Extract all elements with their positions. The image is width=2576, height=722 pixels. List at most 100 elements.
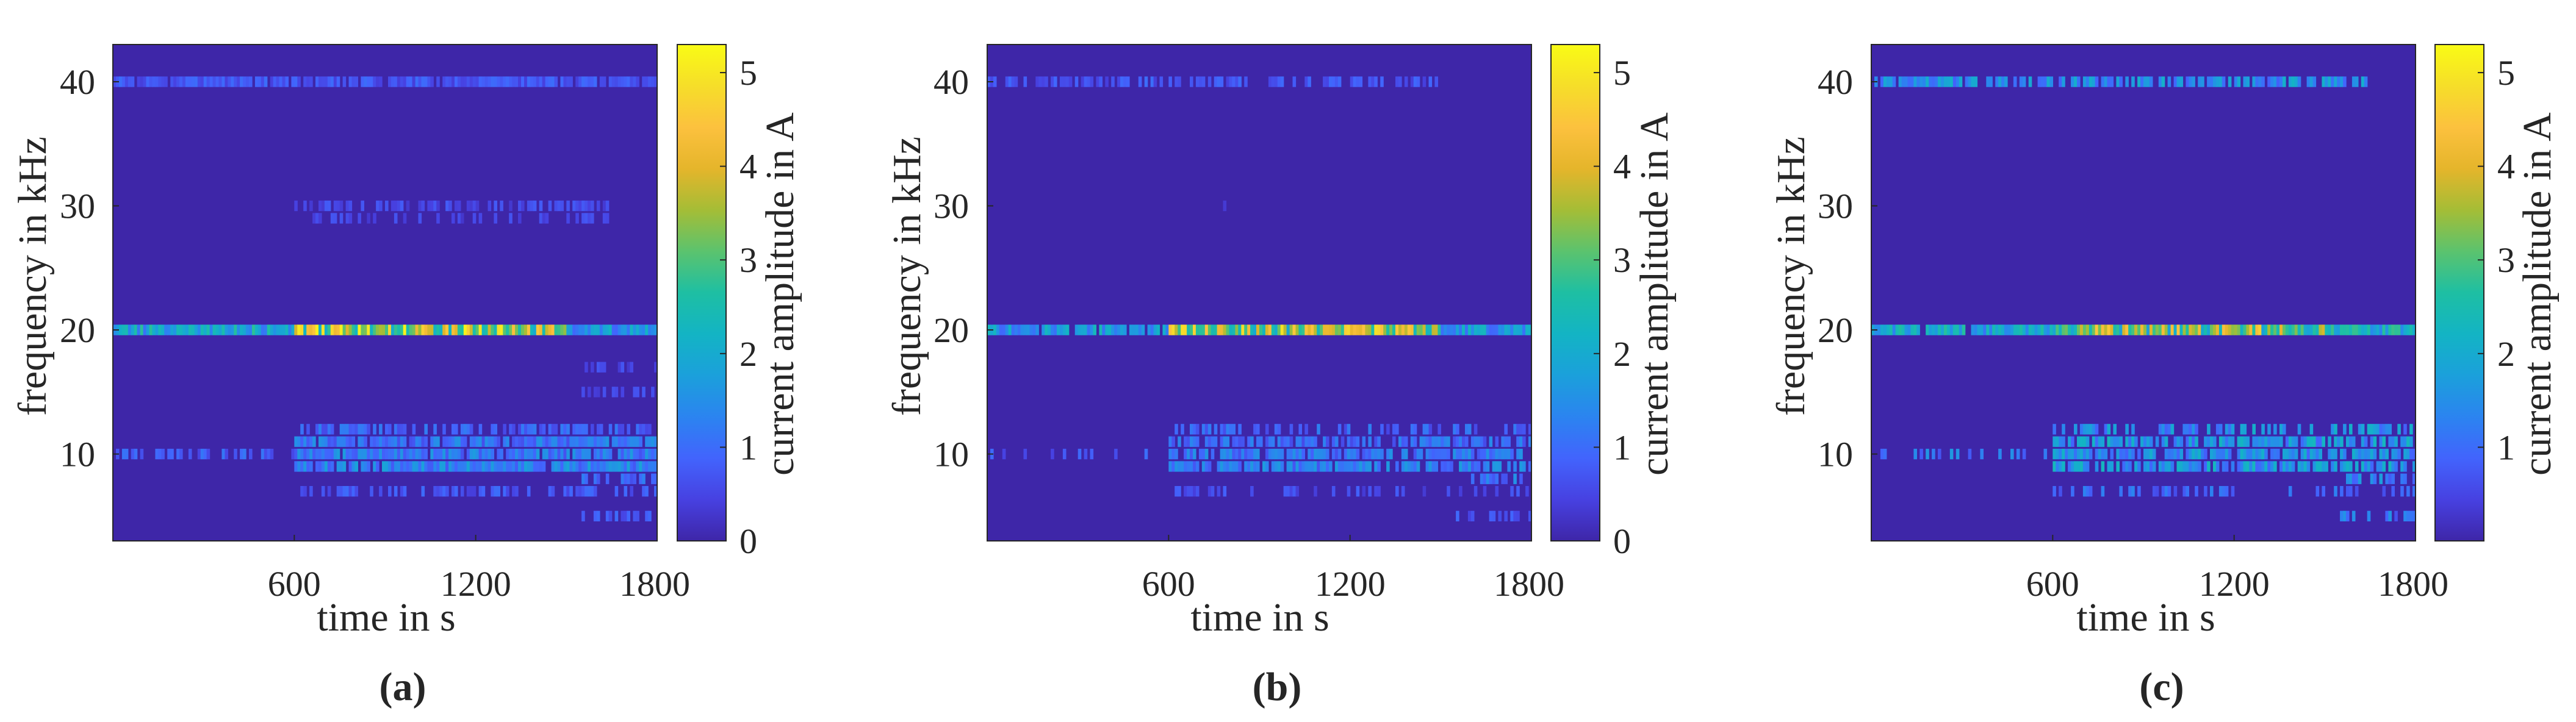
- heatmap-cell: [1516, 436, 1520, 447]
- heatmap-cell: [654, 436, 658, 447]
- heatmap-cell: [591, 486, 594, 497]
- heatmap-cell: [400, 436, 404, 447]
- plot-frame: [112, 44, 658, 542]
- heatmap-cell: [367, 424, 370, 435]
- heatmap-cell: [1374, 448, 1378, 460]
- heatmap-cell: [621, 387, 625, 398]
- heatmap-cell: [1026, 324, 1030, 335]
- heatmap-cell: [364, 448, 367, 460]
- heatmap-cell: [203, 76, 207, 87]
- heatmap-cell: [2110, 436, 2114, 447]
- heatmap-cell: [330, 436, 334, 447]
- heatmap-cell: [533, 76, 537, 87]
- heatmap-cell: [2343, 76, 2347, 87]
- heatmap-cell: [497, 486, 500, 497]
- heatmap-cell: [173, 324, 177, 335]
- heatmap-cell: [2152, 461, 2156, 472]
- x-tick-label: 1200: [1315, 564, 1386, 604]
- heatmap-cell: [264, 324, 268, 335]
- heatmap-cell: [452, 424, 455, 435]
- heatmap-cell: [524, 461, 528, 472]
- heatmap-cell: [421, 436, 425, 447]
- heatmap-cell: [1883, 324, 1887, 335]
- heatmap-cell: [581, 510, 585, 521]
- heatmap-cell: [2306, 436, 2311, 447]
- heatmap-cell: [614, 76, 619, 87]
- heatmap-cell: [2273, 76, 2277, 87]
- heatmap-cell: [2288, 461, 2292, 472]
- heatmap-cell: [2258, 448, 2262, 460]
- heatmap-cell: [651, 473, 655, 484]
- heatmap-cell: [2004, 76, 2008, 87]
- heatmap-cell: [2403, 510, 2407, 521]
- heatmap-cell: [1501, 448, 1505, 460]
- heatmap-cell: [388, 461, 392, 472]
- heatmap-cell: [2173, 76, 2178, 87]
- heatmap-cell: [1059, 324, 1063, 335]
- heatmap-cell: [400, 461, 404, 472]
- heatmap-cell: [1265, 424, 1269, 435]
- heatmap-cell: [215, 76, 220, 87]
- heatmap-cell: [403, 76, 407, 87]
- heatmap-cell: [2025, 324, 2029, 335]
- heatmap-cell: [1181, 324, 1184, 335]
- heatmap-cell: [602, 436, 606, 447]
- heatmap-cell: [639, 324, 642, 335]
- heatmap-cell: [376, 448, 380, 460]
- heatmap-cell: [2161, 461, 2165, 472]
- heatmap-cell: [2116, 324, 2120, 335]
- heatmap-cell: [2056, 436, 2059, 447]
- heatmap-cell: [521, 200, 525, 212]
- heatmap-cell: [2337, 324, 2340, 335]
- heatmap-cell: [1162, 324, 1166, 335]
- heatmap-cell: [551, 486, 555, 497]
- heatmap-cell: [2164, 461, 2168, 472]
- heatmap-cell: [1946, 76, 1951, 87]
- heatmap-cell: [1308, 448, 1311, 460]
- heatmap-cell: [475, 324, 480, 335]
- panel-caption: (c): [2139, 665, 2184, 709]
- heatmap-cell: [2291, 461, 2295, 472]
- heatmap-cell: [1168, 461, 1172, 472]
- heatmap-cell: [545, 76, 549, 87]
- heatmap-cell: [1138, 76, 1142, 87]
- heatmap-cell: [442, 448, 446, 460]
- heatmap-cell: [306, 448, 310, 460]
- heatmap-cell: [2394, 448, 2398, 460]
- heatmap-cell: [2355, 76, 2359, 87]
- heatmap-cell: [1268, 436, 1272, 447]
- heatmap-cell: [1434, 76, 1438, 87]
- heatmap-cell: [575, 424, 579, 435]
- heatmap-cell: [309, 76, 313, 87]
- heatmap-cell: [303, 486, 307, 497]
- heatmap-cell: [2134, 324, 2138, 335]
- heatmap-cell: [1340, 324, 1345, 335]
- heatmap-cell: [206, 324, 210, 335]
- heatmap-cell: [2161, 486, 2165, 497]
- heatmap-cell: [390, 436, 395, 447]
- heatmap-cell: [406, 461, 410, 472]
- heatmap-cell: [173, 76, 177, 87]
- heatmap-cell: [1326, 461, 1329, 472]
- heatmap-cell: [1395, 486, 1399, 497]
- heatmap-cell: [533, 461, 537, 472]
- heatmap-cell: [270, 324, 274, 335]
- heatmap-cell: [1304, 424, 1308, 435]
- heatmap-cell: [1181, 461, 1184, 472]
- heatmap-cell: [143, 324, 147, 335]
- heatmap-cell: [578, 424, 582, 435]
- heatmap-cell: [1271, 436, 1275, 447]
- heatmap-cell: [1465, 448, 1469, 460]
- heatmap-cell: [1883, 76, 1887, 87]
- heatmap-cell: [1295, 448, 1300, 460]
- heatmap-cell: [506, 461, 509, 472]
- heatmap-cell: [424, 324, 428, 335]
- heatmap-cell: [225, 324, 228, 335]
- heatmap-cell: [1489, 324, 1493, 335]
- heatmap-cell: [2285, 324, 2289, 335]
- heatmap-cell: [358, 213, 361, 224]
- heatmap-cell: [324, 76, 328, 87]
- heatmap-cell: [2388, 510, 2392, 521]
- heatmap-cell: [481, 324, 486, 335]
- heatmap-cell: [2077, 448, 2081, 460]
